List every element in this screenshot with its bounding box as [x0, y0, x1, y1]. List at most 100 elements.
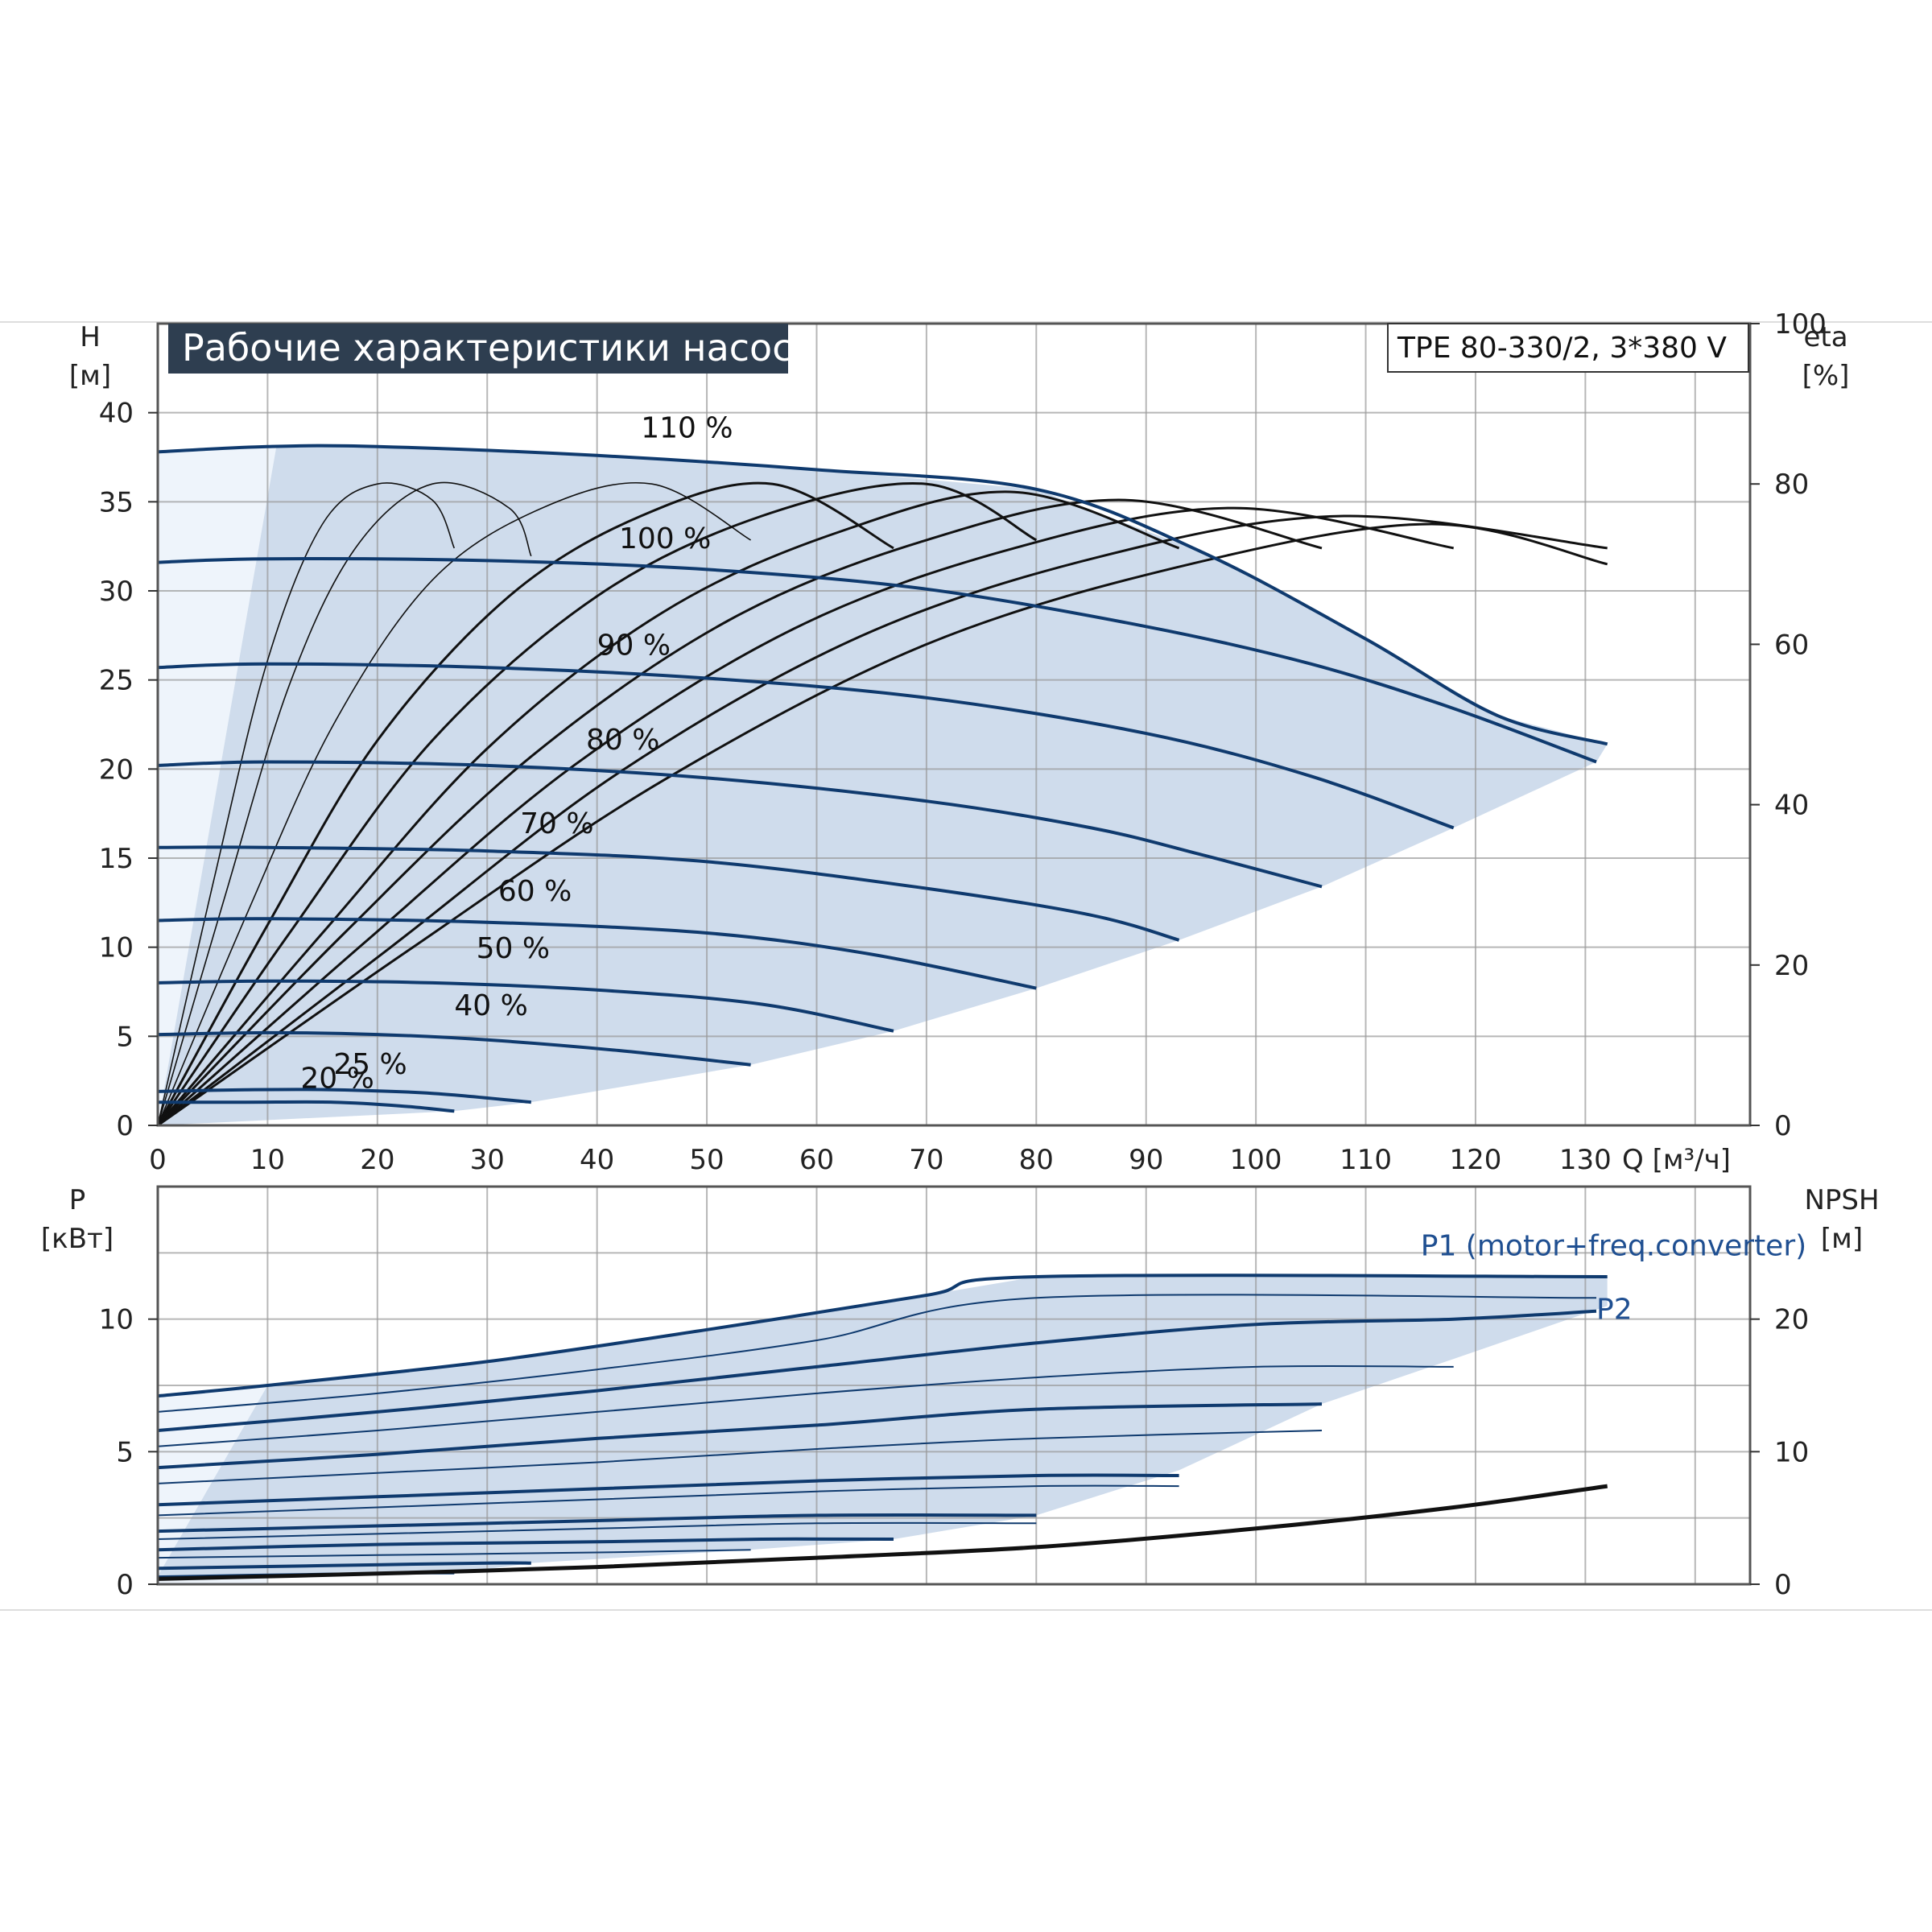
head-curve [157, 760, 1323, 889]
eta-tick-label: 40 [1774, 790, 1809, 822]
h-tick-label: 20 [99, 753, 134, 786]
efficiency-curve [157, 481, 532, 1126]
h-tick-label: 30 [99, 576, 134, 608]
head-curve-label: 70 % [520, 807, 593, 840]
x-tick-label: 10 [250, 1144, 285, 1176]
head-curve-label: 20 % [300, 1063, 374, 1096]
h-axis-unit: [м] [69, 360, 111, 392]
x-tick-label: 80 [1019, 1144, 1054, 1176]
p-axis-unit: [кВт] [41, 1223, 114, 1255]
h-tick-label: 35 [99, 486, 134, 518]
eta-axis-label: eta [1803, 321, 1847, 353]
head-curve-label: 25 % [333, 1048, 407, 1081]
npsh-tick-label: 20 [1774, 1304, 1809, 1336]
head-curves [157, 444, 1608, 1113]
x-tick-label: 20 [360, 1144, 394, 1176]
efficiency-curve [157, 482, 456, 1126]
npsh-curve [157, 1484, 1608, 1581]
x-tick-label: 30 [470, 1144, 505, 1176]
model-box [1387, 323, 1749, 373]
head-curve [158, 1100, 455, 1113]
x-tick-label: 130 [1559, 1144, 1612, 1176]
power-curve [157, 1430, 1323, 1484]
efficiency-curve [157, 481, 751, 1126]
p-tick-label: 10 [99, 1304, 134, 1336]
chart-title: Рабочие характеристики насоса [182, 326, 815, 369]
head-curve [157, 917, 1037, 990]
efficiency-curve [156, 482, 1037, 1126]
head-efficiency-panel: 110 %100 %90 %80 %70 %60 %50 %40 %25 %20… [69, 308, 1850, 1176]
efficiency-curve [157, 522, 1608, 1127]
model-label: TPE 80-330/2, 3*380 V [1397, 332, 1727, 365]
power-curve [157, 1513, 1037, 1534]
power-curve [157, 1521, 1037, 1540]
power-curve [157, 1537, 894, 1552]
power-legend: P1 (motor+freq.converter) P2 [1421, 1230, 1806, 1327]
efficiency-curve [156, 481, 894, 1126]
eta-tick-labels: 0 20 40 60 80 100 [1750, 308, 1827, 1142]
head-curve-label: 80 % [586, 724, 659, 757]
efficiency-curves [156, 481, 1608, 1127]
head-curve-label: 40 % [454, 989, 527, 1022]
x-tick-label: 120 [1450, 1144, 1502, 1176]
efficiency-curve [156, 498, 1323, 1127]
head-curve [157, 845, 1180, 942]
efficiency-curve [157, 506, 1454, 1127]
power-curve [157, 1484, 1179, 1517]
x-tick-label: 100 [1230, 1144, 1282, 1176]
eta-tick-label: 80 [1774, 469, 1809, 501]
eta-tick-label: 20 [1774, 950, 1809, 982]
x-tick-label: 70 [909, 1144, 943, 1176]
head-curve [157, 1030, 751, 1067]
title-box [168, 324, 788, 374]
top-operating-region [158, 446, 1608, 1125]
q-axis-label: Q [м³/ч] [1622, 1144, 1731, 1176]
p-tick-label: 0 [116, 1569, 134, 1601]
head-curve-labels: 110 % 100 % 90 % 80 % 70 % 60 % 50 % 40 % 25 %20… [300, 412, 733, 1096]
power-curve [157, 1561, 531, 1571]
power-curves [157, 1274, 1608, 1578]
x-tick-label: 50 [689, 1144, 724, 1176]
h-tick-label: 15 [99, 843, 134, 875]
h-tick-label: 25 [99, 665, 134, 697]
top-grid [158, 324, 1750, 1125]
p-tick-label: 5 [116, 1436, 134, 1468]
p-axis-label: P [69, 1184, 86, 1216]
efficiency-curve [157, 514, 1608, 1127]
head-curve-label: 100 % [619, 522, 711, 555]
npsh-axis-unit: [м] [1821, 1223, 1863, 1255]
power-legend-label: P2 [1596, 1294, 1633, 1327]
eta-tick-label: 100 [1774, 308, 1827, 341]
eta-tick-label: 0 [1774, 1110, 1792, 1142]
head-curve [157, 557, 1597, 764]
x-tick-label: 90 [1129, 1144, 1163, 1176]
power-curve [157, 1364, 1454, 1447]
head-curve [157, 444, 1608, 746]
head-curve-label: 60 % [498, 875, 572, 908]
efficiency-curve [156, 490, 1180, 1126]
npsh-axis-label: NPSH [1804, 1184, 1879, 1216]
power-legend-label: P1 (motor+freq.converter) [1421, 1230, 1806, 1263]
power-curve [157, 1274, 1608, 1398]
power-npsh-panel: 0 5 10 0 10 20 P1 (motor+freq.converter) P2 P… [41, 1184, 1880, 1601]
h-tick-label: 5 [116, 1021, 134, 1053]
power-curve [157, 1549, 751, 1559]
head-curve-label: 50 % [477, 932, 550, 965]
h-axis-label: H [80, 321, 101, 353]
power-curve [157, 1402, 1323, 1470]
npsh-tick-labels: 0 10 20 [1750, 1304, 1809, 1601]
bottom-grid [158, 1187, 1750, 1584]
head-curve [157, 979, 894, 1033]
h-tick-label: 10 [99, 932, 134, 964]
head-curve [157, 662, 1455, 830]
npsh-curve-line [157, 1484, 1608, 1581]
x-tick-label: 0 [149, 1144, 167, 1176]
power-curve [157, 1473, 1179, 1507]
h-tick-labels: 0 5 10 15 20 25 30 35 40 [99, 398, 158, 1142]
power-curve [157, 1309, 1597, 1432]
x-tick-label: 110 [1340, 1144, 1392, 1176]
p-tick-labels: 0 5 10 [99, 1304, 158, 1601]
head-curve [157, 1088, 531, 1104]
h-tick-label: 0 [116, 1110, 134, 1142]
npsh-tick-label: 0 [1774, 1569, 1792, 1601]
